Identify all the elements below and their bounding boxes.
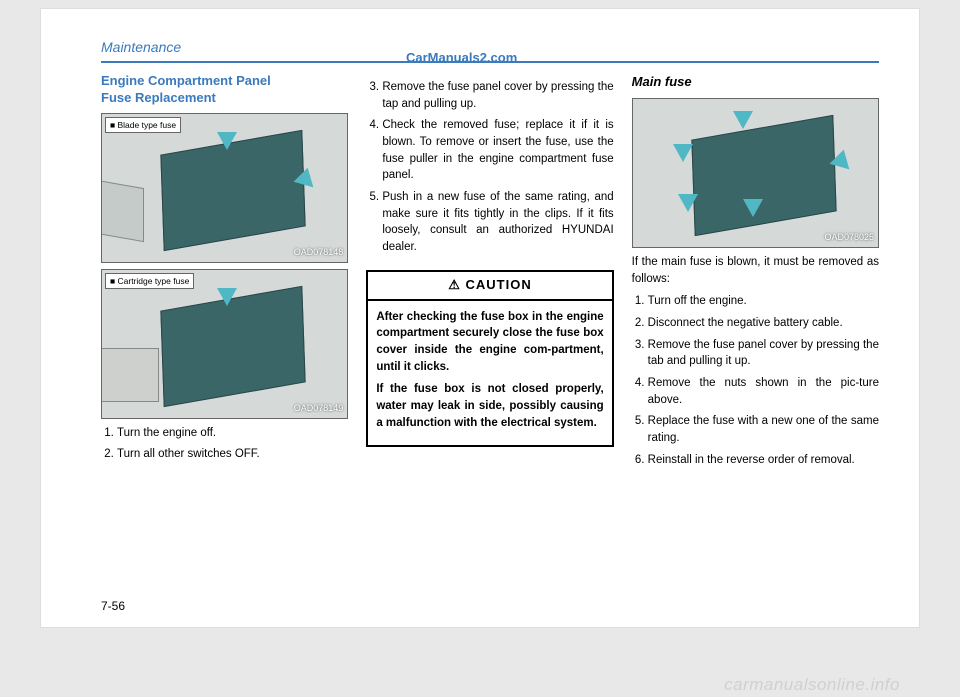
warning-icon: ⚠ <box>448 277 461 292</box>
arrow-icon <box>743 199 763 217</box>
caution-para-2: If the fuse box is not closed properly, … <box>376 381 603 431</box>
figure-blade-fuse: ■ Blade type fuse OAD078148 <box>101 113 348 263</box>
page-number: 7-56 <box>101 599 125 613</box>
mf-step-1: Turn off the engine. <box>648 293 879 310</box>
arrow-icon <box>673 144 693 162</box>
main-fuse-intro: If the main fuse is blown, it must be re… <box>632 254 879 287</box>
figure-code: OAD078148 <box>294 246 344 259</box>
caution-para-1: After checking the fuse box in the engin… <box>376 309 603 376</box>
fuse-grid-illustration <box>101 348 159 402</box>
column-1: Engine Compartment Panel Fuse Replacemen… <box>101 73 348 474</box>
section-heading: Engine Compartment Panel Fuse Replacemen… <box>101 73 348 107</box>
mf-step-3: Remove the fuse panel cover by pressing … <box>648 337 879 370</box>
step-5: Push in a new fuse of the same rating, a… <box>382 189 613 256</box>
step-2: Turn all other switches OFF. <box>117 446 348 463</box>
steps-list-part2: Remove the fuse panel cover by pressing … <box>366 79 613 256</box>
column-2: Remove the fuse panel cover by pressing … <box>366 73 613 474</box>
figure-label: ■ Blade type fuse <box>105 117 181 133</box>
caution-header: ⚠ CAUTION <box>368 272 611 301</box>
chapter-title: Maintenance <box>101 39 181 55</box>
heading-line1: Engine Compartment Panel <box>101 73 271 88</box>
manual-page: Maintenance CarManuals2.com Engine Compa… <box>40 8 920 628</box>
arrow-icon <box>217 132 237 150</box>
mf-step-4: Remove the nuts shown in the pic-ture ab… <box>648 375 879 408</box>
main-fuse-steps: Turn off the engine. Disconnect the nega… <box>632 293 879 468</box>
source-watermark-top: CarManuals2.com <box>406 50 517 65</box>
fuse-illustration <box>101 180 144 242</box>
fusebox-illustration <box>691 115 836 236</box>
step-4: Check the removed fuse; replace it if it… <box>382 117 613 184</box>
figure-label: ■ Cartridge type fuse <box>105 273 194 289</box>
steps-list-part1: Turn the engine off. Turn all other swit… <box>101 425 348 463</box>
content-columns: Engine Compartment Panel Fuse Replacemen… <box>101 73 879 474</box>
caution-callout: ⚠ CAUTION After checking the fuse box in… <box>366 270 613 448</box>
mf-step-6: Reinstall in the reverse order of remova… <box>648 452 879 469</box>
arrow-icon <box>678 194 698 212</box>
figure-code: OAD078149 <box>294 402 344 415</box>
caution-body: After checking the fuse box in the engin… <box>368 301 611 446</box>
figure-code: OAD078025 <box>824 231 874 244</box>
source-watermark-bottom: carmanualsonline.info <box>724 675 900 695</box>
arrow-icon <box>217 288 237 306</box>
heading-line2: Fuse Replacement <box>101 90 216 105</box>
arrow-icon <box>733 111 753 129</box>
mf-step-5: Replace the fuse with a new one of the s… <box>648 413 879 446</box>
step-1: Turn the engine off. <box>117 425 348 442</box>
main-fuse-heading: Main fuse <box>632 73 879 92</box>
mf-step-2: Disconnect the negative battery cable. <box>648 315 879 332</box>
caution-title: CAUTION <box>466 277 532 292</box>
step-3: Remove the fuse panel cover by pressing … <box>382 79 613 112</box>
column-3: Main fuse OAD078025 If the main fuse is … <box>632 73 879 474</box>
figure-main-fuse: OAD078025 <box>632 98 879 248</box>
figure-cartridge-fuse: ■ Cartridge type fuse OAD078149 <box>101 269 348 419</box>
